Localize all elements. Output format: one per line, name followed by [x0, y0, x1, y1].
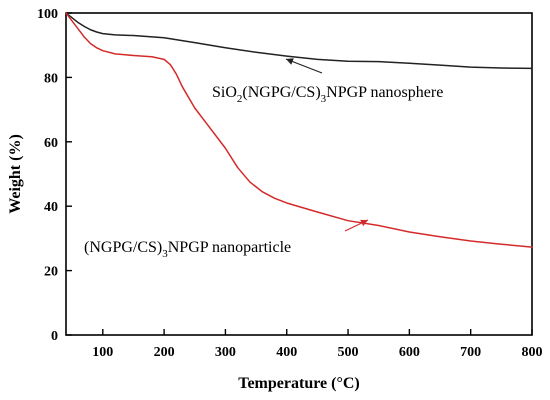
label-segment: NPGP nanoparticle	[168, 239, 291, 256]
label-segment: (NGPG/CS)	[84, 239, 162, 256]
y-tick-label: 60	[44, 136, 58, 151]
label-segment: NPGP nanosphere	[326, 84, 443, 101]
label-segment: SiO	[212, 84, 237, 101]
x-tick-label: 500	[338, 345, 359, 360]
x-tick-group: 100 200 300 400 500 600 700 800	[92, 329, 543, 360]
series-group	[65, 12, 533, 248]
x-tick-label: 300	[215, 345, 236, 360]
nanoparticle-series-line	[65, 12, 533, 248]
label-subscript: 2	[237, 93, 243, 105]
x-tick-label: 800	[522, 345, 543, 360]
plot-frame	[65, 12, 533, 336]
annotation-group: SiO2(NGPG/CS)3NPGP nanosphere(NGPG/CS)3N…	[84, 58, 443, 260]
y-tick-label: 40	[44, 200, 58, 215]
arrow-head	[286, 58, 294, 65]
label-subscript: 3	[321, 93, 327, 105]
x-tick-label: 200	[154, 345, 175, 360]
y-tick-label: 80	[44, 71, 58, 86]
x-tick-label: 700	[460, 345, 481, 360]
y-axis-title: Weight (%)	[7, 134, 24, 214]
x-tick-label: 600	[399, 345, 420, 360]
y-tick-label: 20	[44, 265, 58, 280]
y-tick-label: 0	[51, 329, 58, 344]
y-tick-group: 0 20 40 60 80 100	[37, 7, 72, 344]
label-segment: (NGPG/CS)	[242, 84, 320, 101]
x-axis-title: Temperature (°C)	[238, 375, 359, 392]
nanoparticle-label: (NGPG/CS)3NPGP nanoparticle	[84, 239, 291, 260]
y-tick-label: 100	[37, 7, 58, 22]
nanosphere-arrow	[285, 58, 323, 74]
arrow-head	[360, 219, 368, 227]
nanoparticle-arrow	[344, 219, 369, 232]
nanosphere-series-line	[65, 12, 533, 70]
x-tick-label: 100	[92, 345, 113, 360]
nanosphere-label: SiO2(NGPG/CS)3NPGP nanosphere	[212, 84, 443, 105]
label-subscript: 3	[162, 248, 168, 260]
x-tick-label: 400	[276, 345, 297, 360]
